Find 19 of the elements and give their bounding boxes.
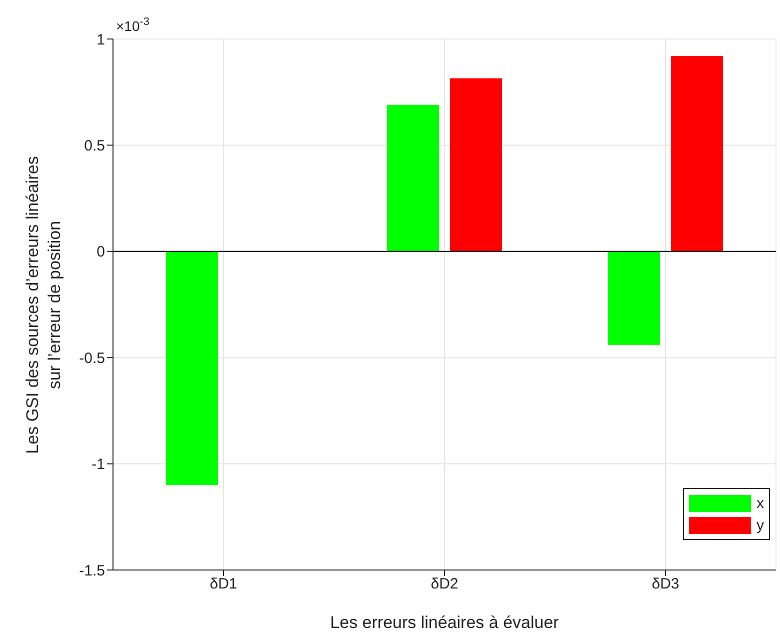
legend-label: x (756, 494, 764, 514)
bar (450, 78, 502, 252)
x-axis-title: Les erreurs linéaires à évaluer (330, 613, 560, 632)
y-tick-label: -1 (92, 456, 105, 474)
legend-label: y (756, 516, 764, 536)
x-tick-label: δD3 (652, 576, 680, 593)
y-tick-label: 0.5 (84, 138, 105, 155)
y-axis-title: Les GSI des sources d’erreurs linéaires sur l’erreur de position (23, 156, 64, 454)
x-tick-label: δD1 (210, 576, 238, 593)
y-tick-label: 0 (96, 244, 105, 261)
bar (608, 251, 660, 345)
y-tick-label: 1 (96, 31, 105, 48)
x-tick-label: δD2 (430, 576, 458, 593)
text: ×10$^{-3}$ (116, 16, 150, 34)
bar (166, 251, 218, 486)
y-tick-label: -0.5 (79, 350, 105, 367)
bar (671, 56, 724, 252)
y-tick-label: -1.5 (79, 562, 105, 580)
bar (387, 104, 440, 252)
